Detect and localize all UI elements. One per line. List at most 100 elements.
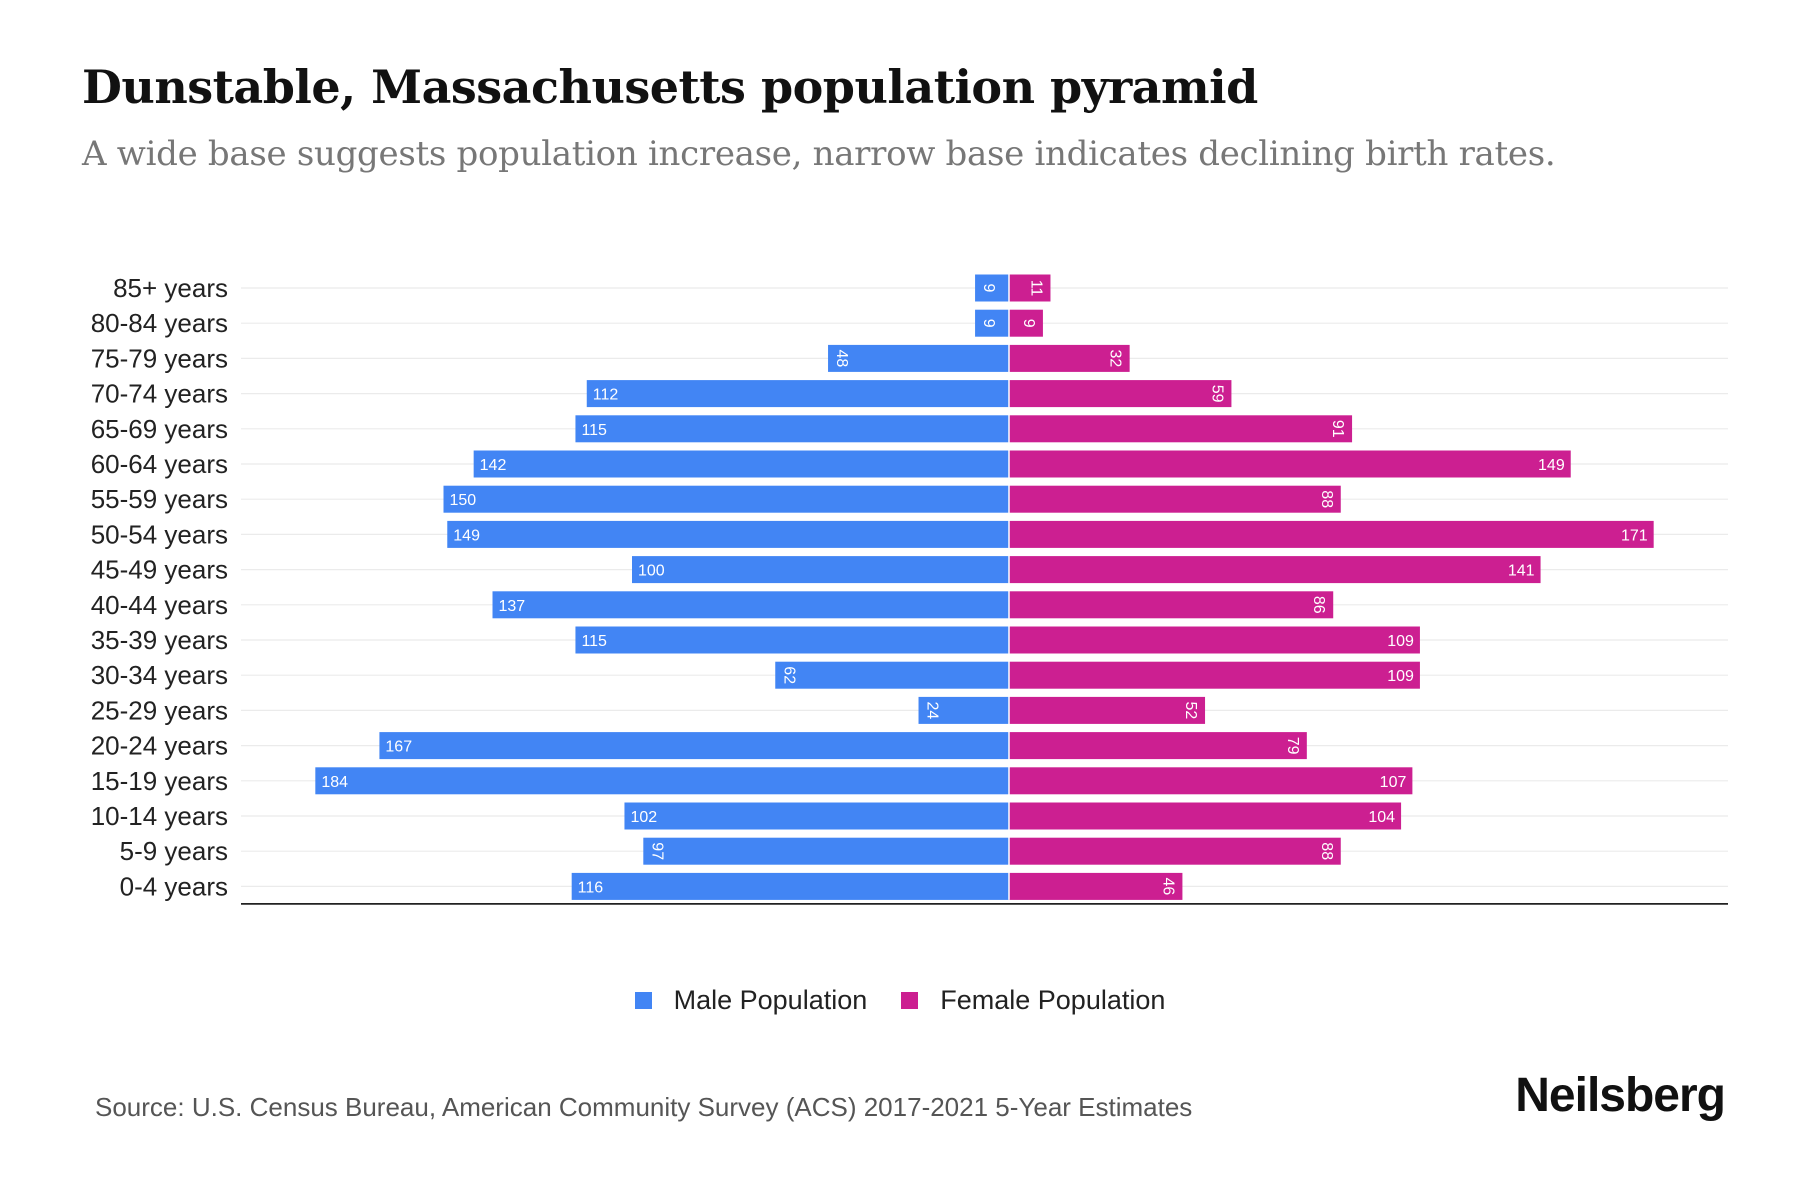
- bar-female[interactable]: [1009, 450, 1571, 478]
- data-label-female: 107: [1380, 774, 1407, 791]
- data-label-female: 79: [1284, 737, 1301, 755]
- data-label-male: 150: [450, 492, 477, 509]
- data-label-female: 171: [1621, 527, 1648, 544]
- y-tick-label: 20-24 years: [91, 731, 228, 761]
- data-label-male: 100: [638, 563, 665, 580]
- legend-swatch-male: [634, 992, 652, 1009]
- y-tick-label: 50-54 years: [91, 519, 228, 549]
- bar-male[interactable]: [443, 485, 1010, 513]
- bar-male[interactable]: [828, 344, 1009, 372]
- data-label-female: 11: [1027, 280, 1044, 297]
- data-label-male: 149: [453, 527, 480, 544]
- y-tick-label: 5-9 years: [120, 836, 228, 866]
- chart-subtitle: A wide base suggests population increase…: [82, 134, 1556, 174]
- bar-female[interactable]: [1009, 591, 1334, 619]
- data-label-female: 149: [1538, 457, 1565, 474]
- data-label-male: 24: [924, 702, 941, 720]
- bar-male[interactable]: [315, 767, 1009, 795]
- bar-male[interactable]: [975, 309, 1009, 337]
- y-tick-label: 85+ years: [113, 273, 228, 303]
- data-label-female: 91: [1329, 420, 1346, 438]
- data-label-female: 32: [1107, 350, 1124, 368]
- bar-male[interactable]: [586, 380, 1009, 408]
- y-tick-label: 10-14 years: [91, 801, 228, 831]
- legend-item-female[interactable]: Female Population: [901, 985, 1165, 1016]
- data-label-female: 59: [1208, 385, 1225, 403]
- y-tick-label: 45-49 years: [91, 555, 228, 585]
- bar-male[interactable]: [575, 415, 1009, 443]
- data-label-male: 9: [980, 284, 997, 293]
- bar-female[interactable]: [1009, 767, 1413, 795]
- data-label-female: 88: [1318, 842, 1335, 860]
- data-label-male: 9: [980, 319, 997, 328]
- brand-logo: Neilsberg: [1515, 1069, 1726, 1122]
- y-tick-label: 60-64 years: [91, 449, 228, 479]
- data-label-male: 115: [581, 633, 607, 650]
- data-label-female: 141: [1508, 563, 1535, 580]
- data-label-male: 142: [480, 457, 507, 474]
- data-label-male: 62: [780, 666, 797, 684]
- data-label-male: 97: [648, 842, 665, 860]
- legend: Male Population Female Population: [0, 985, 1800, 1016]
- bar-female[interactable]: [1009, 556, 1541, 584]
- y-tick-label: 0-4 years: [120, 871, 228, 901]
- y-tick-label: 65-69 years: [91, 414, 228, 444]
- bar-female[interactable]: [1009, 802, 1402, 830]
- bar-female[interactable]: [1009, 485, 1341, 513]
- data-label-male: 112: [593, 387, 619, 404]
- bar-male[interactable]: [473, 450, 1009, 478]
- legend-label-female: Female Population: [940, 985, 1166, 1015]
- y-tick-label: 55-59 years: [91, 484, 228, 514]
- y-tick-label: 75-79 years: [91, 343, 228, 373]
- bar-male[interactable]: [447, 520, 1009, 548]
- y-tick-label: 35-39 years: [91, 625, 228, 655]
- bar-female[interactable]: [1009, 380, 1232, 408]
- bar-female[interactable]: [1009, 872, 1183, 900]
- y-tick-label: 30-34 years: [91, 660, 228, 690]
- y-tick-label: 25-29 years: [91, 695, 228, 725]
- y-tick-label: 80-84 years: [91, 308, 228, 338]
- bar-female[interactable]: [1009, 344, 1130, 372]
- bar-male[interactable]: [379, 732, 1009, 760]
- data-label-male: 184: [321, 774, 348, 791]
- bar-male[interactable]: [632, 556, 1009, 584]
- chart-title: Dunstable, Massachusetts population pyra…: [82, 60, 1258, 114]
- bar-female[interactable]: [1009, 274, 1051, 302]
- data-label-female: 104: [1368, 809, 1395, 826]
- population-pyramid-chart: 85+ years 9 11 80-84 years 9 9 75-79 years 48 32…: [91, 273, 1728, 905]
- y-tick-label: 70-74 years: [91, 379, 228, 409]
- bar-female[interactable]: [1009, 520, 1654, 548]
- source-note: Source: U.S. Census Bureau, American Com…: [95, 1092, 1193, 1122]
- data-label-female: 46: [1159, 878, 1176, 896]
- bar-female[interactable]: [1009, 415, 1353, 443]
- data-label-male: 115: [581, 422, 607, 439]
- bar-female[interactable]: [1009, 696, 1206, 724]
- data-label-female: 88: [1318, 490, 1335, 508]
- bar-male[interactable]: [643, 837, 1009, 865]
- bar-male[interactable]: [492, 591, 1009, 619]
- bar-female[interactable]: [1009, 309, 1043, 337]
- bar-male[interactable]: [975, 274, 1009, 302]
- legend-label-male: Male Population: [673, 985, 868, 1015]
- data-label-female: 9: [1020, 319, 1037, 328]
- bar-male[interactable]: [571, 872, 1009, 900]
- bar-female[interactable]: [1009, 732, 1307, 760]
- data-label-male: 116: [578, 879, 604, 896]
- data-label-male: 137: [499, 598, 526, 615]
- data-label-female: 86: [1310, 596, 1327, 614]
- bar-female[interactable]: [1009, 661, 1420, 689]
- bar-male[interactable]: [575, 626, 1009, 654]
- bar-female[interactable]: [1009, 837, 1341, 865]
- data-label-female: 109: [1387, 633, 1414, 650]
- bar-male[interactable]: [918, 696, 1009, 724]
- data-label-female: 52: [1182, 702, 1199, 720]
- bar-male[interactable]: [775, 661, 1009, 689]
- data-label-female: 109: [1387, 668, 1414, 685]
- legend-item-male[interactable]: Male Population: [634, 985, 868, 1016]
- data-label-male: 167: [385, 739, 412, 756]
- bar-male[interactable]: [624, 802, 1009, 830]
- y-tick-label: 40-44 years: [91, 590, 228, 620]
- bar-female[interactable]: [1009, 626, 1420, 654]
- data-label-male: 48: [833, 350, 850, 368]
- data-label-male: 102: [630, 809, 657, 826]
